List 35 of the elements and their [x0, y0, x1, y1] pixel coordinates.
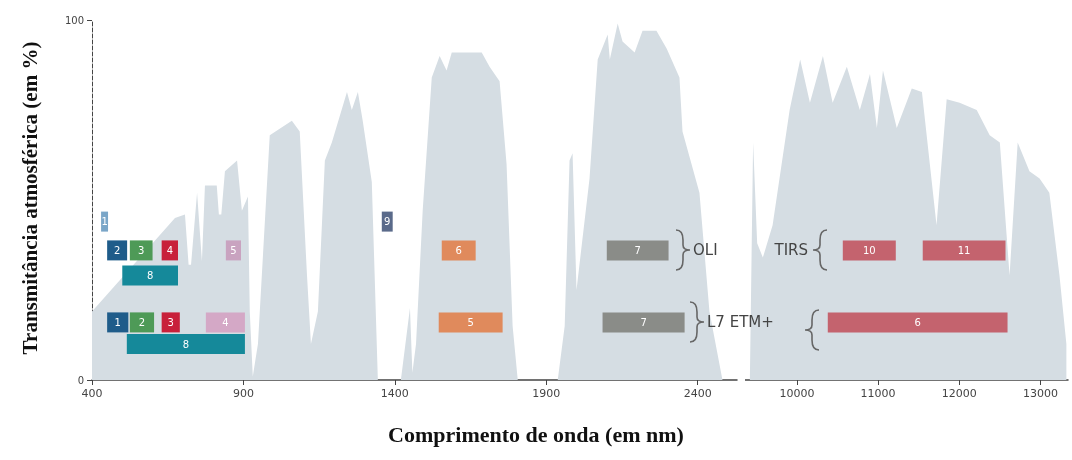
series-label: 2 [138, 316, 146, 328]
y-axis-title: Transmitância atmosférica (em %) [17, 40, 43, 357]
x-axis-title: Comprimento de onda (em nm) [387, 422, 685, 448]
series-label: 5 [230, 244, 237, 256]
series-label: 4 [222, 316, 229, 328]
series-label: 7 [640, 316, 647, 328]
x-tick-label: 12000 [941, 387, 977, 400]
series-label: 3 [138, 244, 145, 256]
series-label: 3 [167, 316, 174, 328]
y-tick-label: 100 [64, 14, 84, 26]
x-tick-label: 11000 [860, 387, 896, 400]
series-label: 6 [914, 316, 921, 328]
x-tick-label: 400 [81, 387, 103, 400]
y-tick-label: 0 [77, 374, 84, 386]
x-tick-label: 1900 [532, 387, 561, 400]
series-label: 8 [182, 338, 190, 350]
series-label: 4 [166, 244, 174, 256]
x-tick-label: 2400 [683, 387, 712, 400]
x-tick-label: 900 [232, 387, 254, 400]
series-label: 10 [862, 244, 876, 256]
series-label: 11 [957, 244, 971, 256]
series-label: 8 [146, 270, 154, 282]
x-tick-label: 1400 [380, 387, 409, 400]
annotation: TIRS [774, 241, 808, 259]
annotation: OLI [693, 241, 718, 259]
annotation: L7 ETM+ [707, 313, 774, 331]
series-label: 7 [634, 244, 641, 256]
series-label: 5 [467, 316, 474, 328]
series-label: 1 [101, 216, 108, 228]
x-tick-label: 13000 [1022, 387, 1058, 400]
series-label: 9 [384, 216, 391, 228]
series-label: 6 [455, 244, 462, 256]
series-label: 1 [114, 316, 121, 328]
series-label: 2 [113, 244, 121, 256]
x-tick-label: 10000 [779, 387, 815, 400]
